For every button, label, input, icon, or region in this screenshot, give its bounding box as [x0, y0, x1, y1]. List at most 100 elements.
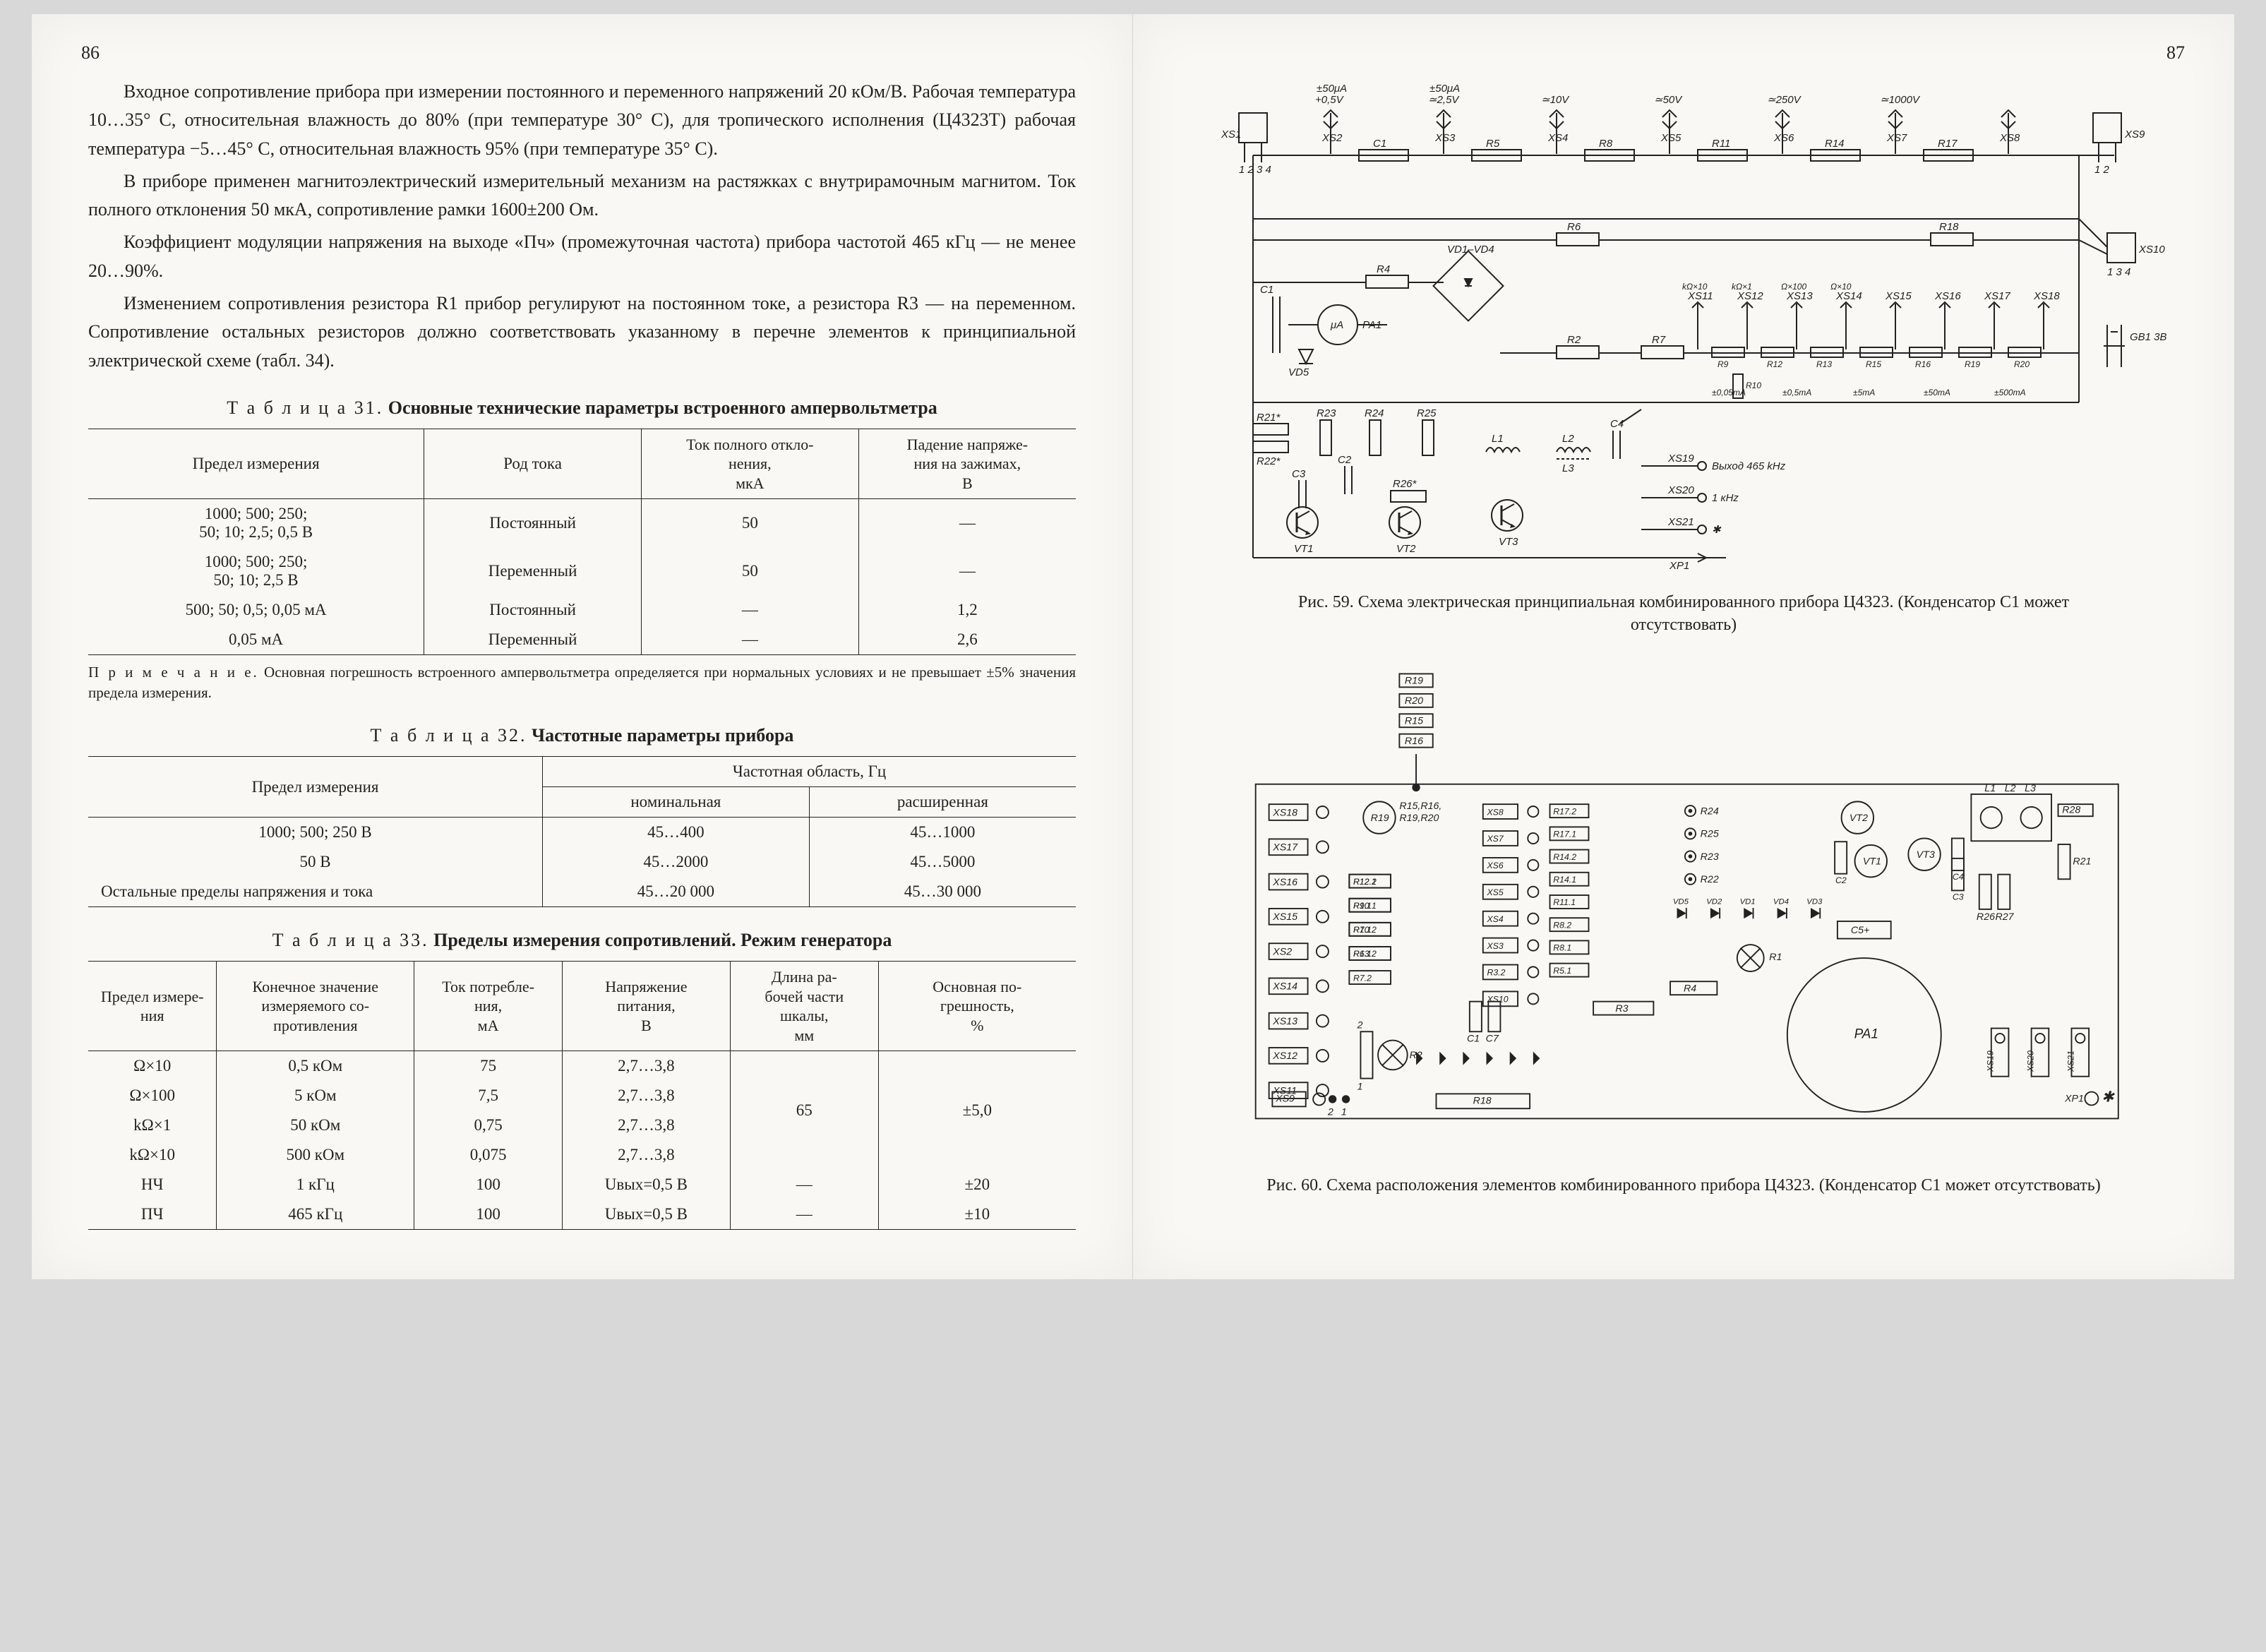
svg-text:R11.1: R11.1 [1553, 897, 1576, 907]
svg-text:VD5: VD5 [1288, 366, 1309, 378]
svg-text:R3.2: R3.2 [1487, 967, 1505, 977]
svg-text:1: 1 [1357, 1081, 1363, 1092]
figure-59-schematic: XS2±50μA+0,5VXS3±50μA≃2,5VXS4≃10VXS5≃50V… [1189, 71, 2178, 582]
table31: Предел измерения Род тока Ток полного от… [88, 429, 1076, 656]
svg-text:XS11: XS11 [1687, 290, 1713, 302]
svg-text:XS20: XS20 [1667, 484, 1694, 496]
table32: Предел измерения Частотная область, Гц н… [88, 756, 1076, 907]
svg-text:VT2: VT2 [1396, 543, 1416, 555]
svg-text:R14: R14 [1825, 138, 1845, 150]
svg-text:XS18: XS18 [2033, 290, 2060, 302]
svg-text:XS12: XS12 [1737, 290, 1763, 302]
svg-text:R7: R7 [1652, 334, 1666, 346]
svg-text:R25: R25 [1701, 828, 1719, 839]
svg-text:XP1: XP1 [1669, 560, 1689, 572]
svg-text:1 2: 1 2 [2094, 164, 2110, 176]
svg-text:R22: R22 [1701, 874, 1719, 885]
svg-text:R10: R10 [1746, 381, 1761, 390]
svg-text:1: 1 [1341, 1106, 1347, 1118]
svg-text:XS15: XS15 [1885, 290, 1912, 302]
svg-text:R26: R26 [1977, 911, 1995, 923]
table33: Предел измере- ния Конечное значение изм… [88, 961, 1076, 1230]
svg-text:R1: R1 [1769, 952, 1782, 963]
svg-text:R19: R19 [1965, 359, 1980, 369]
svg-text:C1: C1 [1260, 284, 1273, 296]
svg-text:XS21: XS21 [2066, 1051, 2075, 1072]
svg-text:R27: R27 [1995, 911, 2014, 923]
svg-text:R4: R4 [1377, 263, 1390, 275]
svg-text:XS9: XS9 [2124, 128, 2145, 140]
svg-text:Ω×10: Ω×10 [1830, 282, 1852, 292]
schematic-svg: XS2±50μA+0,5VXS3±50μA≃2,5VXS4≃10VXS5≃50V… [1189, 71, 2178, 579]
svg-text:VD5: VD5 [1673, 897, 1689, 906]
svg-text:XS19: XS19 [1667, 453, 1694, 465]
svg-text:2: 2 [1357, 1019, 1363, 1031]
svg-text:≃50V: ≃50V [1654, 94, 1683, 106]
svg-text:R18: R18 [1473, 1095, 1492, 1106]
svg-text:≃1000V: ≃1000V [1880, 94, 1921, 106]
svg-text:VT1: VT1 [1294, 543, 1314, 555]
svg-text:VD4: VD4 [1773, 897, 1789, 906]
svg-text:VT1: VT1 [1863, 856, 1881, 867]
svg-text:R14.2: R14.2 [1553, 852, 1576, 862]
svg-text:±50μA: ±50μA [1429, 83, 1460, 95]
svg-text:C7: C7 [1486, 1033, 1499, 1044]
svg-text:VT3: VT3 [1499, 536, 1518, 548]
svg-text:R15: R15 [1405, 715, 1423, 726]
svg-text:R10.1: R10.1 [1353, 901, 1377, 911]
svg-text:XS13: XS13 [1786, 290, 1813, 302]
table31-title: Т а б л и ц а 31. Основные технические п… [88, 397, 1076, 419]
svg-text:R13.2: R13.2 [1353, 949, 1377, 959]
svg-text:C4: C4 [1610, 418, 1624, 430]
svg-text:1 3 4: 1 3 4 [2107, 266, 2130, 278]
figure-60-caption: Рис. 60. Схема расположения элементов ко… [1246, 1174, 2121, 1197]
svg-text:XS8: XS8 [1486, 807, 1503, 817]
svg-text:R20: R20 [2014, 359, 2030, 369]
svg-text:R20: R20 [1405, 695, 1423, 707]
svg-text:R12: R12 [1767, 359, 1782, 369]
svg-text:VD3: VD3 [1806, 897, 1823, 906]
svg-text:R9: R9 [1718, 359, 1729, 369]
svg-text:R16: R16 [1915, 359, 1931, 369]
svg-text:≃2,5V: ≃2,5V [1428, 94, 1460, 106]
svg-text:R8.2: R8.2 [1553, 920, 1571, 930]
svg-text:R7.1: R7.1 [1353, 925, 1372, 935]
svg-text:R5: R5 [1486, 138, 1500, 150]
page-number-right: 87 [2166, 42, 2185, 64]
svg-text:VD1: VD1 [1740, 897, 1756, 906]
svg-text:±5mA: ±5mA [1853, 388, 1875, 397]
svg-text:XS10: XS10 [1486, 994, 1508, 1004]
svg-text:GB1 3B: GB1 3B [2130, 331, 2167, 343]
svg-text:R3: R3 [1615, 1003, 1628, 1014]
svg-text:L3: L3 [1562, 462, 1574, 474]
svg-text:✱: ✱ [2102, 1089, 2115, 1106]
svg-text:+0,5V: +0,5V [1315, 94, 1345, 106]
svg-text:VD2: VD2 [1706, 897, 1722, 906]
svg-text:XS17: XS17 [1984, 290, 2010, 302]
table33-title: Т а б л и ц а 33. Пределы измерения сопр… [88, 930, 1076, 951]
svg-text:R18: R18 [1939, 221, 1959, 233]
svg-text:R19: R19 [1371, 813, 1389, 824]
svg-text:XS2: XS2 [1321, 132, 1343, 144]
svg-text:1 2 3 4: 1 2 3 4 [1239, 164, 1271, 176]
svg-text:L3: L3 [2025, 783, 2036, 794]
svg-text:R8: R8 [1599, 138, 1613, 150]
svg-text:L2: L2 [2005, 783, 2016, 794]
svg-text:C2: C2 [1835, 875, 1847, 885]
table32-title: Т а б л и ц а 32. Частотные параметры пр… [88, 725, 1076, 746]
svg-text:L1: L1 [1984, 783, 1996, 794]
svg-text:C4: C4 [1953, 872, 1964, 882]
svg-text:XS16: XS16 [1934, 290, 1961, 302]
svg-text:C1: C1 [1373, 138, 1386, 150]
svg-text:R11: R11 [1712, 138, 1730, 150]
svg-text:R21: R21 [2073, 856, 2091, 867]
svg-text:R24: R24 [1365, 407, 1384, 419]
svg-text:2: 2 [1327, 1106, 1333, 1118]
paragraph: Изменением сопротивления резистора R1 пр… [88, 289, 1076, 375]
svg-text:XS14: XS14 [1835, 290, 1862, 302]
paragraph: Входное сопротивление прибора при измере… [88, 78, 1076, 163]
svg-text:kΩ×10: kΩ×10 [1682, 282, 1708, 292]
svg-text:R19,R20: R19,R20 [1399, 813, 1439, 824]
svg-text:±500mA: ±500mA [1994, 388, 2026, 397]
svg-text:XS10: XS10 [2138, 244, 2165, 256]
